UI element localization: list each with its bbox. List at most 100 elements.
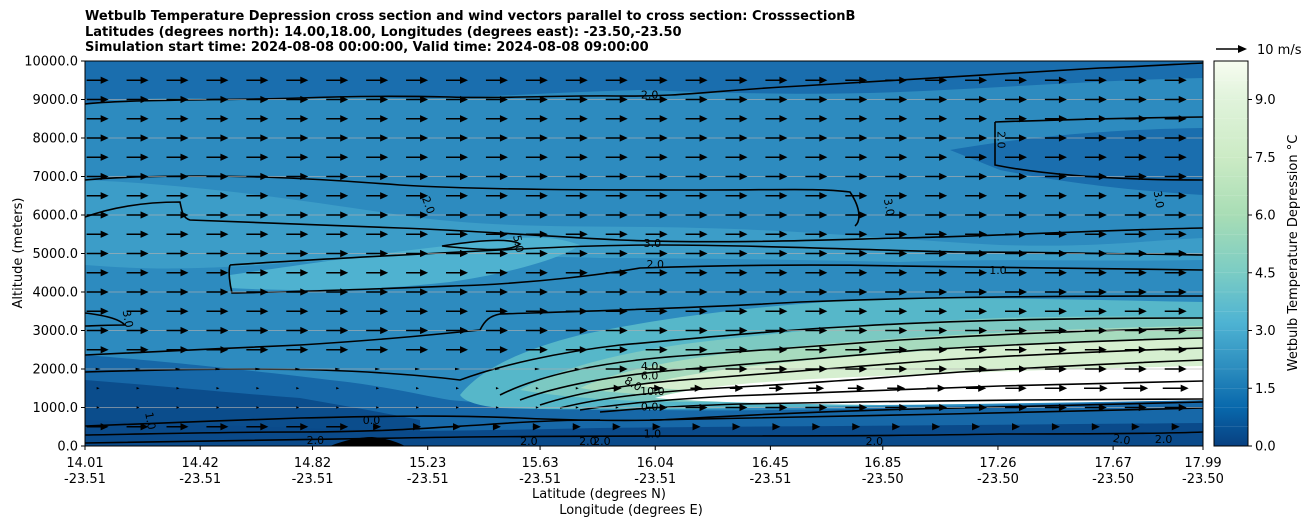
contour-label: 3.0	[644, 237, 662, 250]
wind-vector	[415, 367, 421, 371]
wind-vector	[445, 134, 468, 142]
wind-vector	[166, 288, 189, 296]
wind-vector	[246, 249, 269, 258]
wind-vector	[1004, 326, 1027, 335]
wind-vector	[246, 288, 269, 296]
wind-vector	[86, 326, 109, 335]
colorbar-tick-label: 9.0	[1255, 93, 1276, 108]
colorbar-label: Wetbulb Temperature Depression °C	[1286, 135, 1301, 372]
wind-vector	[615, 406, 619, 409]
wind-vector	[925, 192, 948, 200]
wind-vector	[136, 387, 140, 390]
wind-vector	[406, 153, 429, 161]
wind-vector	[847, 384, 865, 392]
wind-vector	[246, 95, 269, 104]
wind-vector	[406, 249, 429, 258]
colorbar-tick-label: 0.0	[1255, 440, 1276, 455]
wind-vector	[965, 115, 988, 123]
wind-vector	[1004, 249, 1027, 258]
wind-vector	[845, 76, 868, 84]
wind-vector	[525, 288, 548, 296]
wind-vector	[1044, 384, 1068, 392]
wind-vector	[1004, 288, 1027, 296]
wind-vector	[605, 230, 628, 238]
wind-vector	[485, 192, 508, 200]
wind-vector	[416, 406, 420, 409]
wind-vector	[326, 230, 349, 238]
wind-vector	[525, 249, 548, 258]
wind-vector	[725, 76, 748, 84]
wind-vector	[1044, 249, 1067, 258]
wind-vector	[136, 406, 140, 409]
colorbar-tick-label: 4.5	[1255, 266, 1276, 281]
wind-vector	[445, 172, 468, 181]
wind-vector	[1123, 384, 1149, 392]
wind-vector	[485, 346, 508, 354]
wind-vector	[885, 95, 908, 104]
wind-vector	[445, 153, 468, 161]
wind-vector	[1004, 192, 1027, 200]
wind-vector	[645, 365, 668, 373]
wind-vector	[605, 172, 628, 181]
wind-vector	[965, 307, 988, 315]
wind-vector	[86, 249, 109, 258]
wind-vector	[765, 172, 788, 181]
wind-vector	[86, 307, 109, 315]
wind-vector	[126, 153, 149, 161]
x-tick-label-lon: -23.50	[1182, 472, 1224, 487]
wind-vector	[525, 76, 548, 84]
wind-vector	[645, 192, 668, 200]
wind-vector	[1004, 403, 1027, 412]
wind-vector	[1124, 326, 1147, 335]
wind-vector	[1044, 211, 1067, 219]
contour-label: 2.0	[307, 434, 325, 447]
x-tick-label-lat: 17.26	[979, 456, 1016, 471]
contour-label: 1.0	[644, 427, 662, 440]
wind-vector	[685, 172, 708, 181]
wind-vector	[645, 326, 668, 335]
wind-vector	[565, 346, 588, 354]
wind-vector	[366, 346, 389, 354]
wind-vector	[206, 172, 229, 181]
wind-vector	[565, 172, 588, 181]
wind-vector	[445, 326, 468, 335]
colorbar-tick-label: 6.0	[1255, 209, 1276, 224]
wind-vector	[805, 211, 828, 219]
wind-vector	[406, 269, 429, 277]
wind-vector	[445, 95, 468, 104]
wind-vector	[1124, 403, 1147, 412]
wind-vector	[494, 367, 500, 371]
wind-vector	[492, 423, 501, 431]
wind-vector	[965, 403, 988, 412]
wind-vector	[1004, 153, 1027, 161]
x-axis: 14.01-23.5114.42-23.5114.82-23.5115.23-2…	[64, 446, 1224, 487]
wind-vector	[1044, 153, 1067, 161]
wind-vector	[525, 269, 548, 277]
wind-vector	[286, 326, 309, 335]
wind-vector	[765, 326, 788, 335]
wind-vector	[445, 269, 468, 277]
wind-vector	[765, 230, 788, 238]
wind-vector	[485, 307, 508, 315]
wind-vector	[1044, 365, 1067, 373]
wind-vector	[485, 115, 508, 123]
wind-vector	[335, 367, 341, 371]
wind-vector	[965, 269, 988, 277]
wind-vector	[246, 423, 269, 431]
wind-vector	[86, 288, 109, 296]
x-tick-label-lon: -23.51	[407, 472, 449, 487]
wind-vector	[1124, 269, 1147, 277]
wind-vector	[166, 346, 189, 354]
wind-vector	[965, 365, 988, 373]
wind-vector	[925, 172, 948, 181]
contour-label: 6.0	[641, 370, 659, 383]
wind-vector	[685, 115, 708, 123]
y-tick-label: 1000.0	[33, 401, 79, 416]
wind-vector	[366, 153, 389, 161]
wind-vector	[406, 76, 429, 84]
wind-vector	[166, 211, 189, 219]
wind-vector	[1124, 95, 1147, 104]
wind-vector	[645, 230, 668, 238]
wind-vector	[805, 365, 828, 373]
wind-vector	[1131, 423, 1140, 431]
